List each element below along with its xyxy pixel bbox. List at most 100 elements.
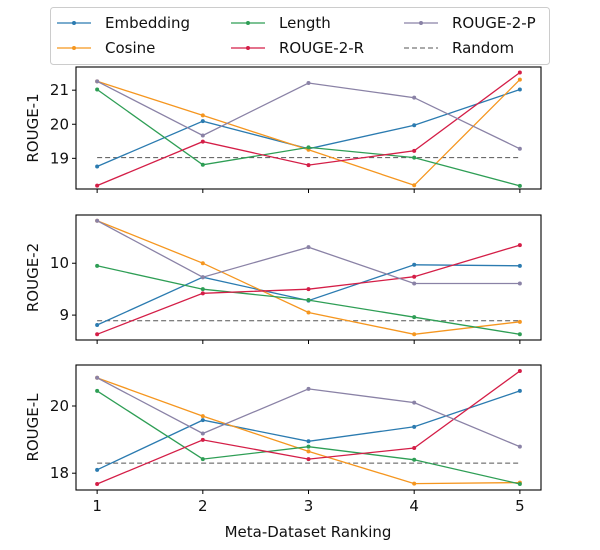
legend-item-random: Random <box>404 39 514 57</box>
data-point-rouge-2-p <box>306 81 311 86</box>
data-point-length <box>306 298 311 303</box>
y-tick-label: 18 <box>50 464 69 482</box>
data-point-cosine <box>412 332 417 337</box>
data-point-embedding <box>306 439 311 444</box>
y-axis-label: ROUGE-1 <box>24 93 42 162</box>
legend-marker <box>72 21 76 25</box>
legend-marker <box>246 21 250 25</box>
data-point-rouge-2-r <box>517 369 522 374</box>
data-point-rouge-2-r <box>306 163 311 168</box>
data-point-rouge-2-r <box>95 332 100 337</box>
data-point-length <box>517 332 522 337</box>
y-axis-label: ROUGE-L <box>24 393 42 462</box>
plot-frame <box>75 214 542 341</box>
data-point-rouge-2-p <box>412 281 417 286</box>
data-point-embedding <box>95 164 100 169</box>
data-point-rouge-2-p <box>200 275 205 280</box>
y-tick-label: 10 <box>50 254 69 272</box>
series-rouge-2-p <box>95 79 522 151</box>
data-point-embedding <box>517 388 522 393</box>
data-point-cosine <box>306 310 311 315</box>
panel-rouge-1: 19 20 21 ROUGE-1 <box>24 66 542 193</box>
data-point-rouge-2-r <box>200 291 205 296</box>
data-point-rouge-2-r <box>412 274 417 279</box>
data-point-rouge-2-p <box>412 400 417 405</box>
y-tick-label: 19 <box>50 149 69 167</box>
legend-item-embedding: Embedding <box>57 14 190 32</box>
data-point-cosine <box>200 113 205 118</box>
data-point-length <box>306 145 311 150</box>
y-tick-label: 21 <box>50 81 69 99</box>
data-point-rouge-2-p <box>200 431 205 436</box>
legend-item-rouge-2-r: ROUGE-2-R <box>231 39 364 57</box>
series-rouge-2-p <box>95 218 522 286</box>
y-tick-label: 20 <box>50 397 69 415</box>
data-point-rouge-2-p <box>95 79 100 84</box>
data-point-embedding <box>412 123 417 128</box>
y-tick-label: 20 <box>50 115 69 133</box>
legend-item-rouge-2-p: ROUGE-2-P <box>404 14 536 32</box>
panels: 19 20 21 ROUGE-1 9 10 ROUGE-2 18 20 1 2 3 4 5 ROUGE-L <box>24 66 542 515</box>
data-point-embedding <box>517 87 522 92</box>
data-point-embedding <box>200 418 205 423</box>
data-point-length <box>412 315 417 320</box>
data-point-cosine <box>517 319 522 324</box>
panel-rouge-l: 18 20 1 2 3 4 5 ROUGE-L <box>24 364 542 515</box>
data-point-length <box>412 457 417 462</box>
data-point-rouge-2-p <box>517 146 522 151</box>
data-point-cosine <box>200 414 205 419</box>
data-point-length <box>200 162 205 167</box>
data-point-rouge-2-r <box>95 481 100 486</box>
legend-item-cosine: Cosine <box>57 39 155 57</box>
data-point-embedding <box>412 424 417 429</box>
data-point-cosine <box>306 449 311 454</box>
data-point-rouge-2-p <box>95 218 100 223</box>
y-axis-label: ROUGE-2 <box>24 243 42 312</box>
data-point-rouge-2-r <box>95 183 100 188</box>
data-point-cosine <box>412 183 417 188</box>
data-point-cosine <box>200 261 205 266</box>
legend-label: Embedding <box>105 14 190 32</box>
data-point-length <box>95 388 100 393</box>
data-point-length <box>412 155 417 160</box>
data-point-rouge-2-r <box>517 243 522 248</box>
data-point-length <box>306 444 311 449</box>
data-point-length <box>200 287 205 292</box>
data-point-rouge-2-r <box>306 457 311 462</box>
data-point-embedding <box>517 263 522 268</box>
x-tick-label: 5 <box>515 497 525 515</box>
series-length <box>95 87 522 188</box>
legend-marker <box>72 46 76 50</box>
legend-label: Cosine <box>105 39 155 57</box>
legend-label: ROUGE-2-R <box>279 39 364 57</box>
legend-label: Random <box>452 39 514 57</box>
data-point-cosine <box>412 481 417 486</box>
data-point-rouge-2-p <box>95 375 100 380</box>
series-length <box>95 388 522 486</box>
legend-label: ROUGE-2-P <box>452 14 536 32</box>
data-point-length <box>95 87 100 92</box>
series-rouge-2-r <box>95 243 522 337</box>
plot-frame <box>75 66 542 190</box>
legend-marker <box>419 21 423 25</box>
x-tick-label: 2 <box>198 497 208 515</box>
data-point-length <box>517 183 522 188</box>
data-point-rouge-2-r <box>412 148 417 153</box>
series-rouge-2-r <box>95 369 522 486</box>
panel-rouge-2: 9 10 ROUGE-2 <box>24 214 542 344</box>
data-point-length <box>517 481 522 486</box>
x-tick-label: 4 <box>409 497 419 515</box>
data-point-rouge-2-r <box>200 437 205 442</box>
data-point-rouge-2-r <box>200 139 205 144</box>
data-point-rouge-2-p <box>306 386 311 391</box>
legend-item-length: Length <box>231 14 331 32</box>
legend-box <box>50 7 550 65</box>
data-point-rouge-2-p <box>306 245 311 250</box>
x-tick-label: 3 <box>304 497 314 515</box>
legend: Embedding Cosine Length ROUGE-2-R ROUGE-2-P R… <box>50 7 550 65</box>
series-length <box>95 263 522 337</box>
plot-frame <box>75 364 542 491</box>
data-point-rouge-2-r <box>306 287 311 292</box>
data-point-rouge-2-p <box>412 95 417 100</box>
